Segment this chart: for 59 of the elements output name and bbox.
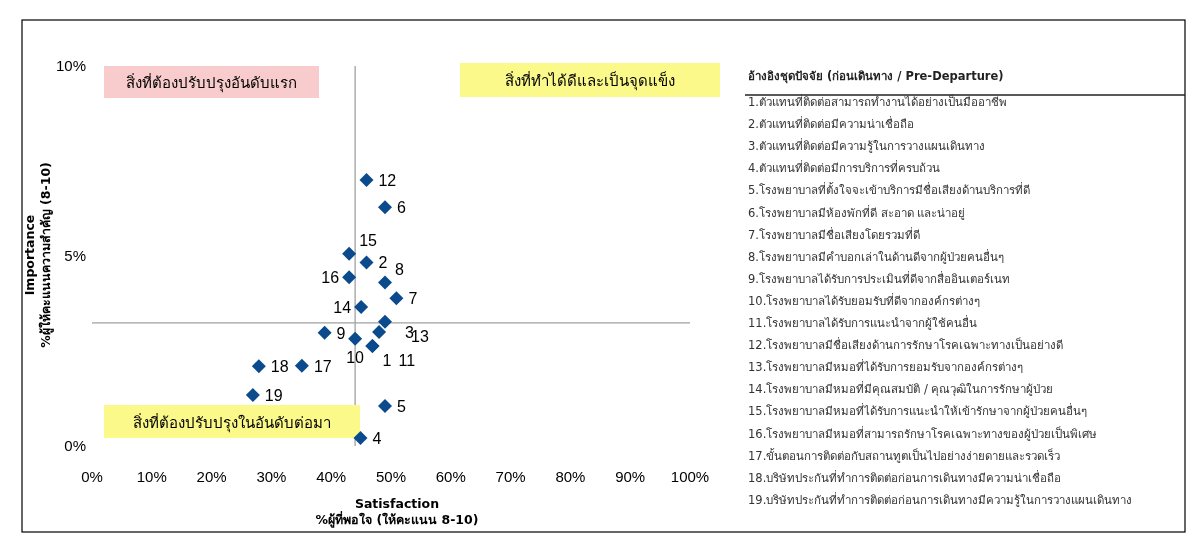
text: 16.โรงพยาบาลมีหมอที่สามารถรักษาโรคเฉพาะทางของผู้ป่วยเป็นพิเศษ (748, 425, 1098, 441)
x-tick-label: 100% (670, 468, 710, 485)
text: 3.ตัวแทนที่ติดต่อมีความรู้ในการวางแผนเดินทาง (748, 138, 985, 154)
annotation: 1 (382, 352, 392, 370)
annotation: 16 (321, 269, 340, 287)
text: 19.บริษัทประกันที่ทำการติดต่อก่อนการเดินทางมีความรู้ในการวางแผนเดินทาง (748, 491, 1133, 507)
text: 8.โรงพยาบาลมีคำบอกเล่าในด้านดีจากผู้ป่วยคนอื่นๆ (748, 248, 1004, 264)
annotation: 15 (359, 231, 378, 249)
annotation: 9 (336, 324, 346, 342)
text: 11.โรงพยาบาลได้รับการแนะนำจากผู้ใช้คนอื่น (748, 315, 978, 330)
text: 14.โรงพยาบาลมีหมอที่มีคุณสมบัติ / คุณวุฒิในการรักษาผู้ป่วย (748, 381, 1054, 397)
y-tick-label: 5% (64, 247, 86, 264)
annotation: 18 (270, 358, 289, 376)
annotation: สิ่งที่ต้องปรับปรุงอันดับแรก (126, 72, 297, 93)
text: 9.โรงพยาบาลได้รับการประเมินที่ดีจากสื่ออินเตอร์เนท (748, 270, 1010, 286)
text: 6.โรงพยาบาลมีห้องพักที่ดี สะอาด และน่าอยู่ (748, 204, 966, 220)
text: 1.ตัวแทนที่ติดต่อสามารถทำงานได้อย่างเป็นมืออาชีพ (748, 94, 1007, 109)
quadrant-note: สิ่งที่ทำได้ดีและเป็นจุดแข็ง (460, 63, 720, 97)
y-tick-label: 10% (55, 57, 86, 74)
x-tick-label: 60% (435, 468, 466, 485)
x-tick-label: 30% (256, 468, 287, 485)
annotation: สิ่งที่ต้องปรับปรุงในอันดับต่อมา (133, 411, 331, 433)
x-tick-label: 80% (555, 468, 586, 485)
annotation: 4 (372, 430, 382, 448)
annotation: 5 (397, 398, 407, 416)
y-axis-title: Importance %ผู้ให้คะแนนความสำคัญ (8-10) (22, 162, 54, 348)
quadrant-note: สิ่งที่ต้องปรับปรุงในอันดับต่อมา (104, 405, 360, 438)
x-axis-title: Satisfaction %ผู้ที่พอใจ (ให้คะแนน 8-10) (315, 496, 479, 528)
x-tick-label: 20% (196, 468, 227, 485)
text: 10.โรงพยาบาลได้รับยอมรับที่ดีจากองค์กรต่างๆ (748, 292, 981, 308)
x-tick-label: 10% (136, 468, 167, 485)
annotation: 2 (378, 254, 388, 272)
x-tick-label: 40% (316, 468, 347, 485)
text: 17.ขั้นตอนการติดต่อกับสถานทูตเป็นไปอย่างง่ายดายและรวดเร็ว (748, 447, 1061, 463)
annotation: 8 (395, 260, 405, 278)
text: 12.โรงพยาบาลมีชื่อเสียงด้านการรักษาโรคเฉพาะทางเป็นอย่างดี (748, 337, 1064, 353)
annotation: 11 (398, 352, 416, 370)
x-tick-label: 90% (615, 468, 646, 485)
y-tick-label: 0% (64, 437, 86, 454)
x-tick-label: 70% (495, 468, 526, 485)
annotation: 12 (378, 172, 397, 189)
annotation: สิ่งที่ทำได้ดีและเป็นจุดแข็ง (505, 70, 675, 91)
annotation: 7 (408, 290, 418, 308)
annotation: 10 (346, 348, 365, 366)
text: 15.โรงพยาบาลมีหมอที่ได้รับการแนะนำให้เข้ารักษาจากผู้ป่วยคนอื่นๆ (748, 403, 1088, 419)
x-tick-label: 50% (375, 468, 407, 485)
annotation: 17 (313, 357, 332, 375)
text: 13.โรงพยาบาลมีหมอที่ได้รับการยอมรับจากองค์กรต่างๆ (748, 359, 1024, 375)
annotation: 6 (397, 199, 407, 217)
text: 2.ตัวแทนที่ติดต่อมีความน่าเชื่อถือ (748, 116, 914, 132)
text: 7.โรงพยาบาลมีชื่อเสียงโดยรวมที่ดี (748, 226, 920, 242)
x-tick-label: 0% (81, 468, 103, 485)
text: 5.โรงพยาบาลที่ตั้งใจจะเข้าบริการมีชื่อเสียงด้านบริการที่ดี (748, 182, 1030, 198)
annotation: 14 (333, 298, 352, 316)
text: 18.บริษัทประกันที่ทำการติดต่อก่อนการเดินทางมีความน่าเชื่อถือ (748, 469, 1062, 485)
annotation: 19 (264, 387, 283, 405)
text: อ้างอิงชุดปัจจัย (ก่อนเดินทาง / Pre-Departure) (748, 69, 1004, 84)
text: 4.ตัวแทนที่ติดต่อมีการบริการที่ครบถ้วน (748, 160, 940, 176)
quadrant-note: สิ่งที่ต้องปรับปรุงอันดับแรก (104, 66, 319, 98)
